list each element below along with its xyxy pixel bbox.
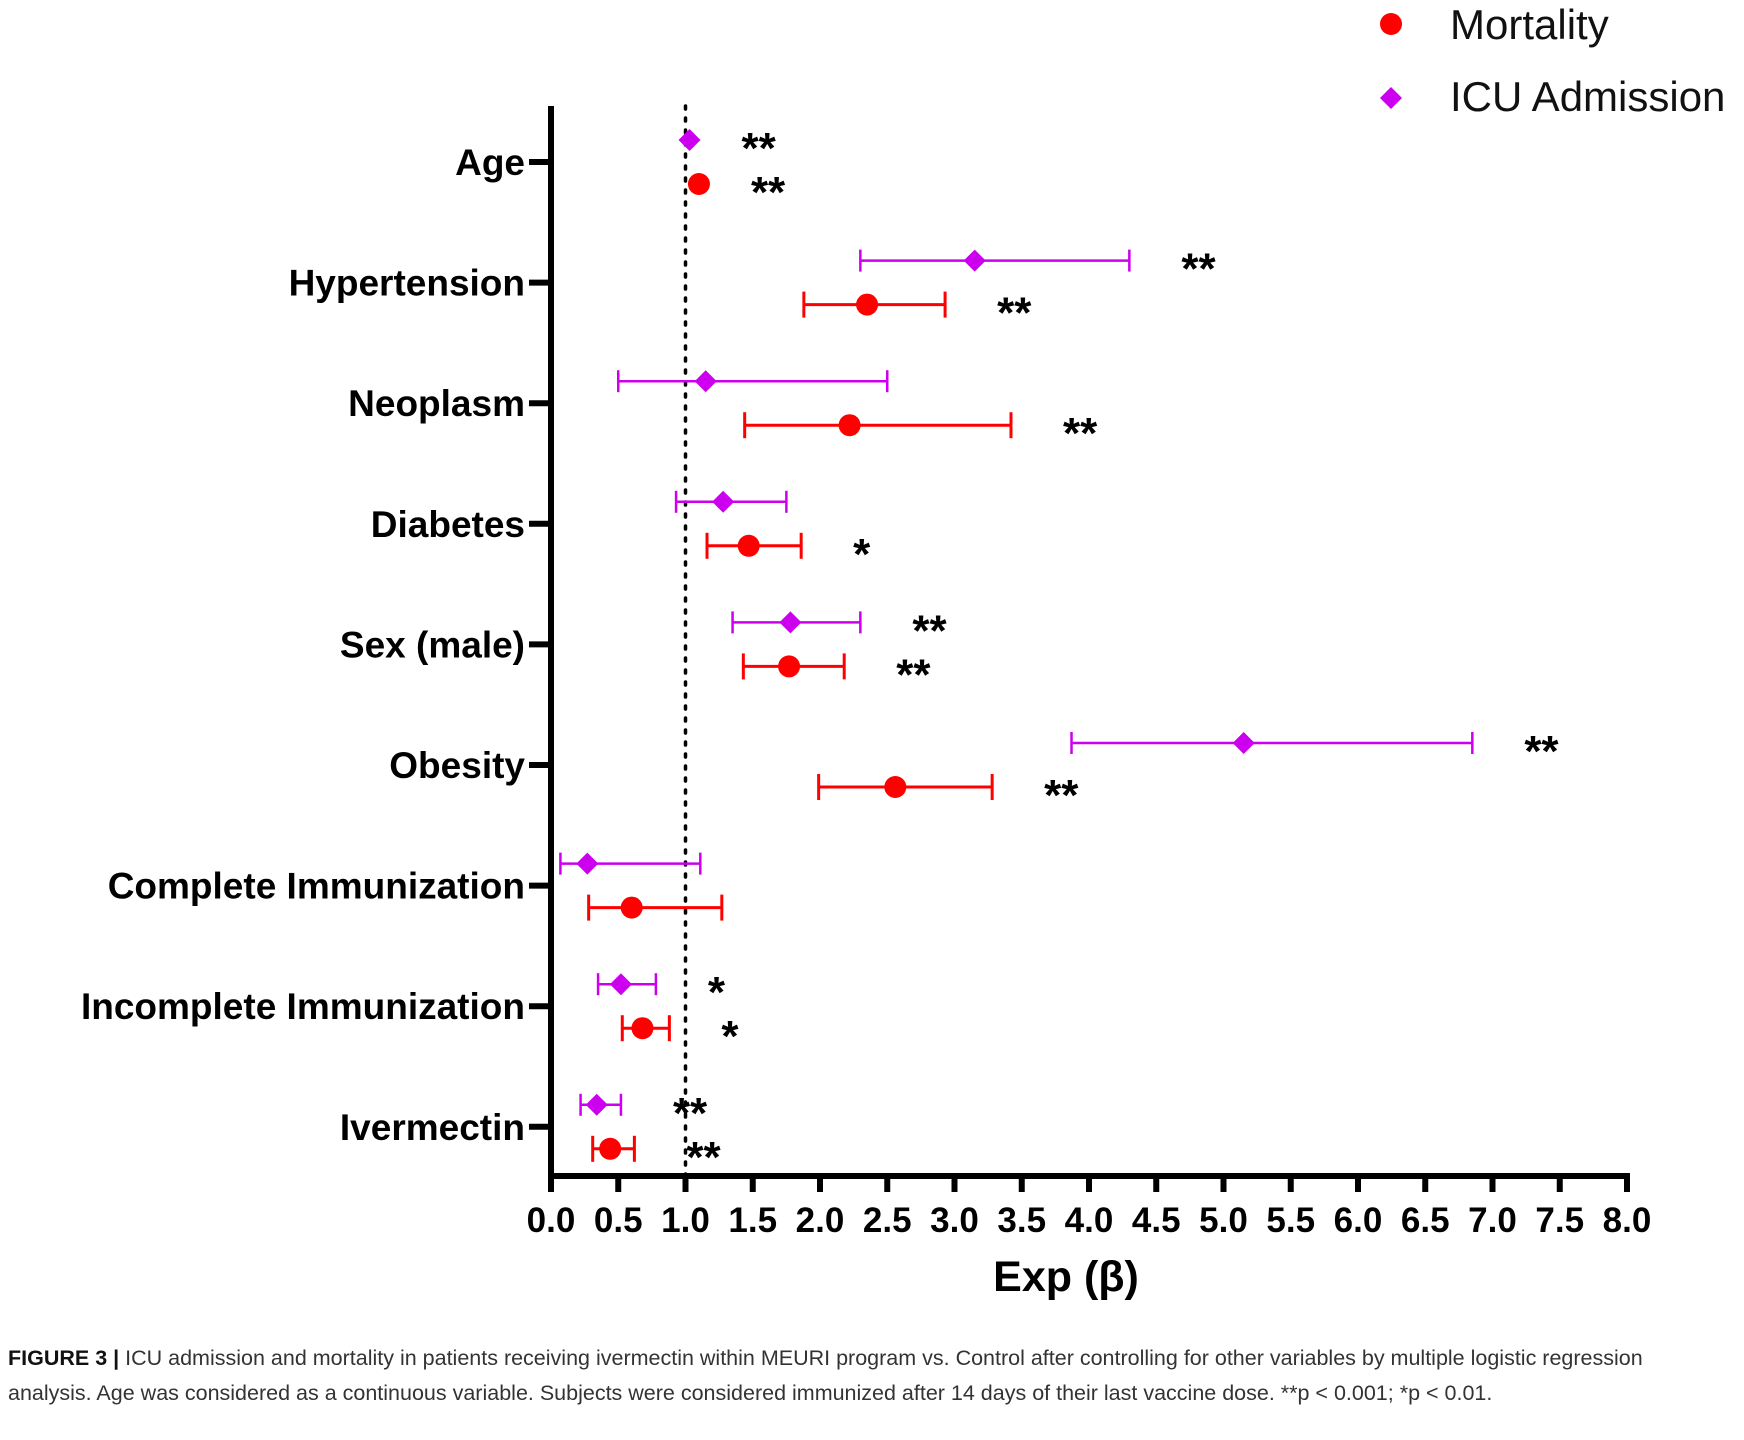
figure-caption: FIGURE 3 | ICU admission and mortality i… <box>8 1341 1718 1411</box>
x-tick-label: 0.5 <box>594 1201 643 1240</box>
mortality-row-7: * <box>620 1012 739 1061</box>
x-tick-label: 4.5 <box>1132 1201 1181 1240</box>
icu-significance: ** <box>742 124 777 173</box>
legend: Mortality ICU Admission <box>1380 1 1725 120</box>
x-tick-label: 5.5 <box>1266 1201 1315 1240</box>
y-category-label: Complete Immunization <box>108 866 525 907</box>
data-marks: ************************* <box>559 124 1559 1182</box>
icu-significance: ** <box>673 1089 708 1138</box>
x-tick-label: 6.0 <box>1334 1201 1383 1240</box>
y-category-label: Age <box>455 142 525 183</box>
y-category-label: Obesity <box>389 745 525 786</box>
icu-point <box>609 973 632 996</box>
x-tick-label: 7.0 <box>1468 1201 1517 1240</box>
mortality-point <box>687 173 710 195</box>
icu-point <box>585 1093 608 1116</box>
icu-point <box>678 129 701 151</box>
mortality-significance: ** <box>686 1133 721 1182</box>
mortality-significance: ** <box>751 168 786 217</box>
y-category-label: Ivermectin <box>340 1107 525 1148</box>
mortality-point <box>599 1137 622 1160</box>
icu-row-3 <box>674 490 788 513</box>
caption-text: ICU admission and mortality in patients … <box>8 1346 1643 1405</box>
legend-label: Mortality <box>1450 1 1609 48</box>
legend-label: ICU Admission <box>1450 73 1725 120</box>
icu-row-4: ** <box>731 606 947 655</box>
icu-point <box>779 611 802 634</box>
x-axis-ticks: 0.0 0.5 1.0 1.5 2.0 2.5 3.0 3.5 4.0 4.5 5.0 5.5 6.0 6… <box>527 1176 1652 1240</box>
mortality-point <box>856 293 879 316</box>
icu-row-0: ** <box>678 124 777 173</box>
icu-point <box>1232 732 1255 754</box>
y-category-label: Hypertension <box>289 263 525 304</box>
legend-item-icu: ICU Admission <box>1380 73 1725 120</box>
mortality-point <box>838 414 861 437</box>
mortality-row-3: * <box>705 530 871 579</box>
x-tick-label: 3.0 <box>930 1201 979 1240</box>
y-category-label: Sex (male) <box>340 624 525 665</box>
x-tick-label: 0.0 <box>527 1201 576 1240</box>
forest-plot: Mortality ICU Admission Age Hypertension Ne… <box>81 1 1725 1301</box>
mortality-row-5: ** <box>817 771 1079 820</box>
x-tick-label: 3.5 <box>997 1201 1046 1240</box>
icu-row-1: ** <box>859 245 1216 294</box>
caption-label: FIGURE 3 | <box>8 1346 120 1370</box>
mortality-significance: ** <box>896 650 931 699</box>
icu-row-2 <box>617 370 889 393</box>
icu-significance: ** <box>1524 727 1559 776</box>
mortality-point <box>620 896 643 919</box>
mortality-row-8: ** <box>591 1133 722 1182</box>
icu-significance: ** <box>912 606 947 655</box>
icu-point <box>712 490 735 513</box>
x-tick-label: 7.5 <box>1535 1201 1584 1240</box>
mortality-significance: ** <box>1063 409 1098 458</box>
x-tick-label: 1.0 <box>661 1201 710 1240</box>
icu-point <box>694 370 717 393</box>
y-category-label: Neoplasm <box>348 383 525 424</box>
icu-row-5: ** <box>1070 727 1559 776</box>
mortality-significance: * <box>721 1012 739 1061</box>
x-tick-label: 6.5 <box>1401 1201 1450 1240</box>
mortality-point <box>737 534 760 557</box>
mortality-significance: ** <box>1044 771 1079 820</box>
icu-point <box>576 852 599 875</box>
mortality-row-0: ** <box>687 168 786 217</box>
x-tick-label: 1.5 <box>728 1201 777 1240</box>
icu-row-8: ** <box>579 1089 708 1138</box>
mortality-point <box>631 1017 654 1040</box>
mortality-significance: ** <box>997 289 1032 338</box>
x-tick-label: 2.5 <box>863 1201 912 1240</box>
mortality-point <box>884 776 907 798</box>
y-axis-labels: Age Hypertension Neoplasm Diabetes Sex (male… <box>81 142 551 1148</box>
legend-item-mortality: Mortality <box>1380 1 1609 48</box>
mortality-point <box>778 655 801 678</box>
x-tick-label: 4.0 <box>1065 1201 1114 1240</box>
mortality-row-1: ** <box>802 289 1032 338</box>
y-category-label: Diabetes <box>371 504 525 545</box>
mortality-row-2: ** <box>743 409 1098 458</box>
x-tick-label: 2.0 <box>796 1201 845 1240</box>
mortality-significance: * <box>853 530 871 579</box>
icu-row-6 <box>559 852 702 875</box>
y-category-label: Incomplete Immunization <box>81 986 525 1027</box>
legend-circle-marker <box>1380 13 1402 35</box>
x-tick-label: 5.0 <box>1199 1201 1248 1240</box>
mortality-row-6 <box>587 894 724 921</box>
mortality-row-4: ** <box>741 650 931 699</box>
x-axis-title: Exp (β) <box>993 1253 1139 1301</box>
icu-point <box>963 249 986 272</box>
x-tick-label: 8.0 <box>1603 1201 1652 1240</box>
icu-row-7: * <box>596 968 726 1017</box>
icu-significance: ** <box>1181 245 1216 294</box>
legend-diamond-marker <box>1380 87 1402 109</box>
axes <box>548 106 1630 1179</box>
icu-significance: * <box>708 968 726 1017</box>
